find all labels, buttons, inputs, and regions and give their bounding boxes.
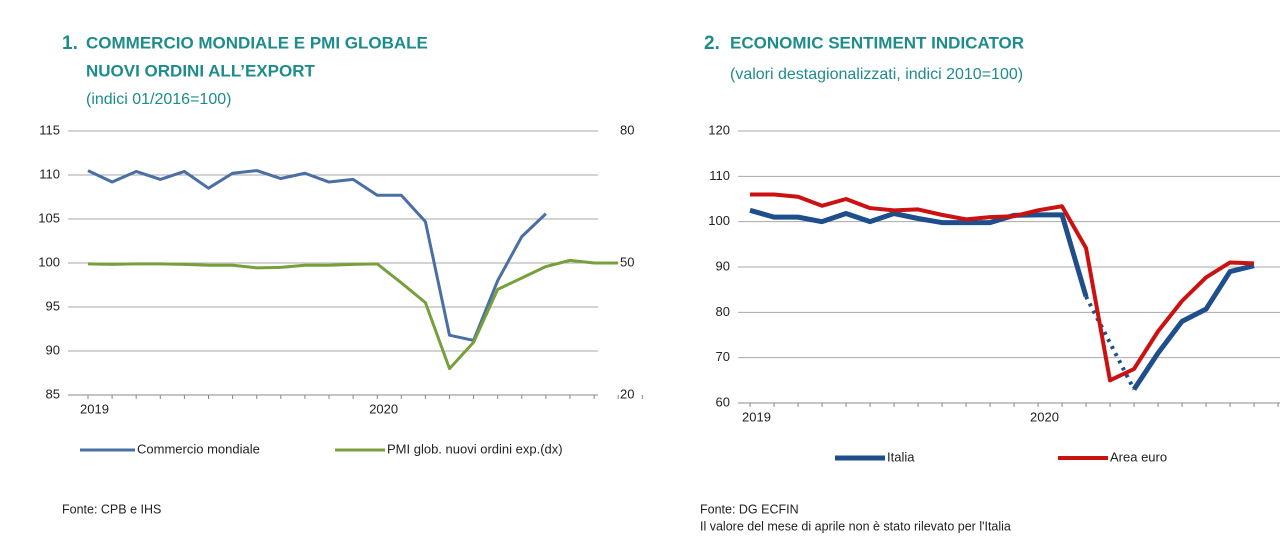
series-line: [87, 258, 619, 371]
y-tick-label: 100: [38, 254, 60, 269]
chart-subtitle: (indici 01/2016=100): [86, 91, 231, 108]
series-line: [750, 192, 1255, 383]
y-tick-label: 95: [46, 298, 60, 313]
legend-label: Area euro: [1110, 449, 1167, 464]
y-tick-label: 115: [39, 122, 60, 137]
legend-label: PMI glob. nuovi ordini exp.(dx): [387, 441, 563, 456]
y-tick-label: 80: [716, 304, 730, 319]
y-tick-label: 105: [38, 210, 60, 225]
chart-title: NUOVI ORDINI ALL’EXPORT: [86, 61, 316, 80]
y-tick-label: 120: [708, 122, 730, 137]
x-tick-label: 2020: [1030, 409, 1059, 424]
note: Il valore del mese di aprile non è stato…: [700, 519, 1011, 533]
y-tick-label: 70: [716, 349, 730, 364]
legend-label: Commercio mondiale: [137, 441, 260, 456]
series-line: [87, 169, 547, 342]
y2-tick-label: 80: [620, 122, 634, 137]
legend-label: Italia: [887, 449, 915, 464]
x-tick-label: 2019: [80, 401, 109, 416]
source: Fonte: DG ECFIN: [700, 502, 799, 516]
chart-title: ECONOMIC SENTIMENT INDICATOR: [730, 33, 1024, 52]
y-tick-label: 110: [709, 168, 730, 183]
y-tick-label: 110: [39, 166, 60, 181]
chart-subtitle: (valori destagionalizzati, indici 2010=1…: [730, 66, 1023, 83]
gap-connector: [1084, 295, 1136, 391]
y-tick-label: 90: [46, 342, 60, 357]
y-tick-label: 60: [716, 394, 730, 409]
y-tick-label: 100: [708, 213, 730, 228]
y2-tick-label: 20: [620, 386, 634, 401]
y-tick-label: 85: [46, 386, 60, 401]
series-line: [749, 207, 1255, 391]
x-tick-label: 2020: [369, 401, 398, 416]
y2-tick-label: 50: [620, 254, 634, 269]
chart-number: 1.: [62, 33, 78, 54]
x-tick-label: 2019: [742, 409, 771, 424]
source: Fonte: CPB e IHS: [62, 502, 161, 516]
y-tick-label: 90: [716, 258, 730, 273]
chart-title: COMMERCIO MONDIALE E PMI GLOBALE: [86, 33, 428, 52]
chart-number: 2.: [704, 33, 720, 54]
